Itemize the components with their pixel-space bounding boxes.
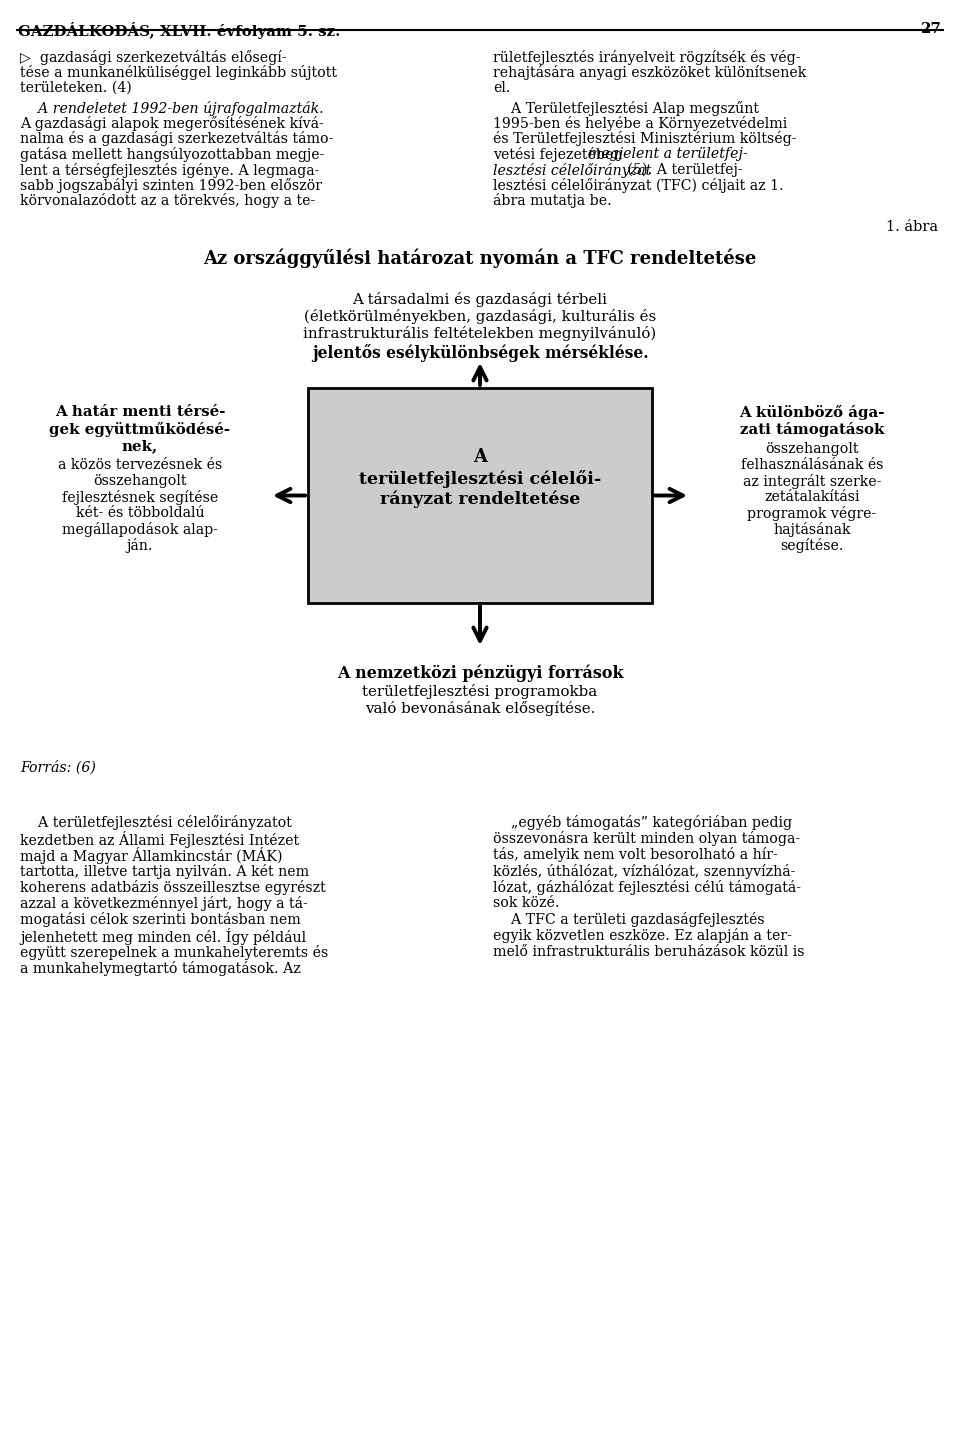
Text: zati támogatások: zati támogatások [740,422,884,436]
Text: segítése.: segítése. [780,538,844,553]
Text: A Területfejlesztési Alap megszűnt: A Területfejlesztési Alap megszűnt [493,100,759,115]
Text: el.: el. [493,81,511,95]
Text: a munkahelymegtartó támogatások. Az: a munkahelymegtartó támogatások. Az [20,960,300,976]
Text: tartotta, illetve tartja nyilván. A két nem: tartotta, illetve tartja nyilván. A két … [20,864,309,879]
Text: az integrált szerke-: az integrált szerke- [743,474,881,489]
Text: Az országgyűlési határozat nyomán a TFC rendeltetése: Az országgyűlési határozat nyomán a TFC … [204,247,756,268]
Text: nalma és a gazdasági szerkezetváltás támo-: nalma és a gazdasági szerkezetváltás tám… [20,131,333,147]
Text: Forrás: (6): Forrás: (6) [20,760,96,774]
Text: két- és többoldalú: két- és többoldalú [76,506,204,519]
Text: megjelent a területfej-: megjelent a területfej- [588,147,748,162]
Text: 1995-ben és helyébe a Környezetvédelmi: 1995-ben és helyébe a Környezetvédelmi [493,116,787,131]
Text: megállapodások alap-: megállapodások alap- [62,522,218,537]
Text: együtt szerepelnek a munkahelyteremts és: együtt szerepelnek a munkahelyteremts és [20,944,328,960]
FancyBboxPatch shape [308,388,652,602]
Text: lózat, gázhálózat fejlesztési célú támogatá-: lózat, gázhálózat fejlesztési célú támog… [493,880,801,895]
Text: fejlesztésnek segítése: fejlesztésnek segítése [61,490,218,505]
Text: A: A [473,448,487,466]
Text: 27: 27 [922,22,942,36]
Text: azzal a következménnyel járt, hogy a tá-: azzal a következménnyel járt, hogy a tá- [20,896,308,911]
Text: (5). A területfej-: (5). A területfej- [623,163,743,178]
Text: ▷  gazdasági szerkezetváltás elősegí-: ▷ gazdasági szerkezetváltás elősegí- [20,49,286,65]
Text: mogatási célok szerinti bontásban nem: mogatási célok szerinti bontásban nem [20,912,300,927]
Text: tése a munkanélküliséggel leginkább sújtott: tése a munkanélküliséggel leginkább sújt… [20,65,337,80]
Text: jelentős esélykülönbségek mérséklése.: jelentős esélykülönbségek mérséklése. [312,343,648,362]
Text: összehangolt: összehangolt [93,474,187,487]
Text: ábra mutatja be.: ábra mutatja be. [493,194,612,208]
Text: A határ menti térsé-: A határ menti térsé- [55,404,226,419]
Text: körvonalazódott az a törekvés, hogy a te-: körvonalazódott az a törekvés, hogy a te… [20,194,315,208]
Text: majd a Magyar Államkincstár (MÁK): majd a Magyar Államkincstár (MÁK) [20,847,282,864]
Text: rányzat rendeltetése: rányzat rendeltetése [380,490,580,508]
Text: programok végre-: programok végre- [748,506,876,521]
Text: (életkörülményekben, gazdasági, kulturális és: (életkörülményekben, gazdasági, kulturál… [304,308,656,324]
Text: sok közé.: sok közé. [493,896,560,909]
Text: infrastrukturális feltételekben megnyilvánuló): infrastrukturális feltételekben megnyilv… [303,326,657,340]
Text: területeken. (4): területeken. (4) [20,81,132,95]
Text: zetátalakítási: zetátalakítási [764,490,860,503]
Text: tás, amelyik nem volt besorolható a hír-: tás, amelyik nem volt besorolható a hír- [493,847,778,863]
Text: melő infrastrukturális beruházások közül is: melő infrastrukturális beruházások közül… [493,944,804,959]
Text: közlés, úthálózat, vízhálózat, szennyvízhá-: közlés, úthálózat, vízhálózat, szennyvíz… [493,864,796,879]
Text: lent a térségfejlesztés igénye. A legmaga-: lent a térségfejlesztés igénye. A legmag… [20,163,320,178]
Text: GAZDÁLKODÁS, XLVII. évfolyam 5. sz.: GAZDÁLKODÁS, XLVII. évfolyam 5. sz. [18,22,341,39]
Text: a közös tervezésnek és: a közös tervezésnek és [58,458,222,471]
Text: összehangolt: összehangolt [765,442,859,455]
Text: kezdetben az Állami Fejlesztési Intézet: kezdetben az Állami Fejlesztési Intézet [20,831,300,848]
Text: gatása mellett hangsúlyozottabban megje-: gatása mellett hangsúlyozottabban megje- [20,147,324,162]
Text: rehajtására anyagi eszközöket különítsenek: rehajtására anyagi eszközöket különítsen… [493,65,806,80]
Text: sabb jogszabályi szinten 1992-ben először: sabb jogszabályi szinten 1992-ben előszö… [20,178,322,194]
Text: jelenhetett meg minden cél. Így például: jelenhetett meg minden cél. Így például [20,928,306,946]
Text: egyik közvetlen eszköze. Ez alapján a ter-: egyik közvetlen eszköze. Ez alapján a te… [493,928,792,943]
Text: lesztési célelőirányzat: lesztési célelőirányzat [493,163,651,178]
Text: területfejlesztési programokba: területfejlesztési programokba [362,684,598,698]
Text: és Területfejlesztési Minisztérium költség-: és Területfejlesztési Minisztérium költs… [493,131,797,147]
Text: vetési fejezetében: vetési fejezetében [493,147,627,162]
Text: gek együttműködésé-: gek együttműködésé- [49,422,230,436]
Text: A nemzetközi pénzügyi források: A nemzetközi pénzügyi források [337,665,623,682]
Text: A területfejlesztési célelőirányzatot: A területfejlesztési célelőirányzatot [20,815,292,829]
Text: felhasználásának és: felhasználásának és [741,458,883,471]
Text: való bevonásának elősegítése.: való bevonásának elősegítése. [365,701,595,716]
Text: A különböző ága-: A különböző ága- [739,404,885,420]
Text: A TFC a területi gazdaságfejlesztés: A TFC a területi gazdaságfejlesztés [493,912,764,927]
Text: koherens adatbázis összeillesztse egyrészt: koherens adatbázis összeillesztse egyrés… [20,880,325,895]
Text: lesztési célelőirányzat (TFC) céljait az 1.: lesztési célelőirányzat (TFC) céljait az… [493,178,783,194]
Text: összevonásra került minden olyan támoga-: összevonásra került minden olyan támoga- [493,831,800,847]
Text: nek,: nek, [122,439,158,453]
Text: A társadalmi és gazdasági térbeli: A társadalmi és gazdasági térbeli [352,292,608,307]
Text: 1. ábra: 1. ábra [886,220,938,234]
Text: „egyéb támogatás” kategóriában pedig: „egyéb támogatás” kategóriában pedig [493,815,792,829]
Text: rületfejlesztés irányelveit rögzítsék és vég-: rületfejlesztés irányelveit rögzítsék és… [493,49,801,65]
Text: hajtásának: hajtásának [773,522,851,537]
Text: A gazdasági alapok megerősítésének kívá-: A gazdasági alapok megerősítésének kívá- [20,116,324,131]
Text: ján.: ján. [127,538,154,553]
Text: területfejlesztési célelői-: területfejlesztési célelői- [359,470,601,487]
Text: A rendeletet 1992-ben újrafogalmazták.: A rendeletet 1992-ben újrafogalmazták. [20,100,324,115]
